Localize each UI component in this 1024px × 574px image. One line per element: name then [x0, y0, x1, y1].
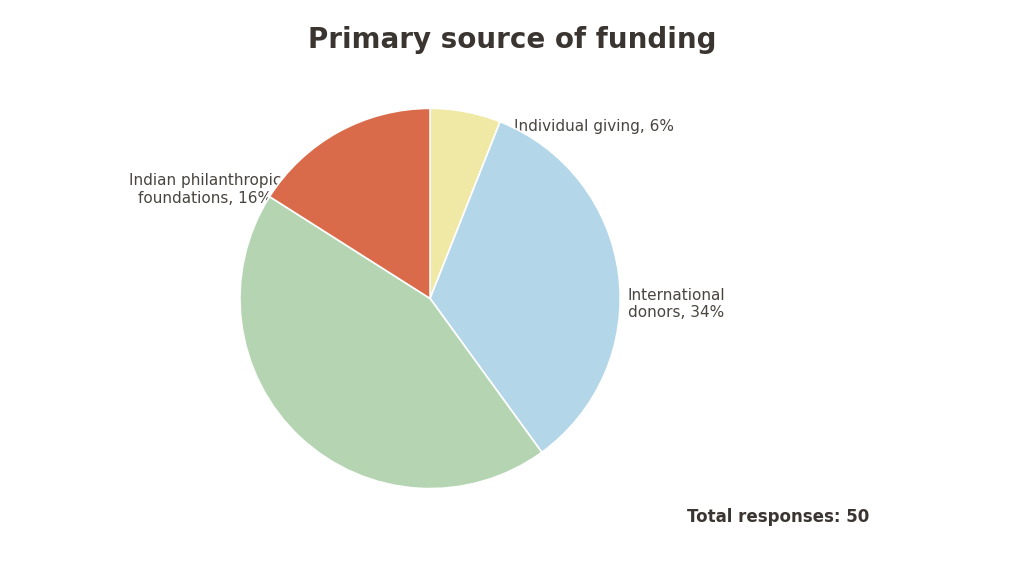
- Text: International
donors, 34%: International donors, 34%: [627, 288, 725, 320]
- Wedge shape: [269, 108, 430, 298]
- Wedge shape: [430, 122, 621, 452]
- Wedge shape: [240, 197, 542, 488]
- Text: Total responses: 50: Total responses: 50: [687, 507, 869, 526]
- Text: Indian philanthropic
foundations, 16%: Indian philanthropic foundations, 16%: [129, 173, 281, 205]
- Text: Individual giving, 6%: Individual giving, 6%: [514, 119, 674, 134]
- Wedge shape: [430, 108, 500, 298]
- Text: CSR, 44%: CSR, 44%: [291, 406, 365, 421]
- Text: Primary source of funding: Primary source of funding: [308, 26, 716, 54]
